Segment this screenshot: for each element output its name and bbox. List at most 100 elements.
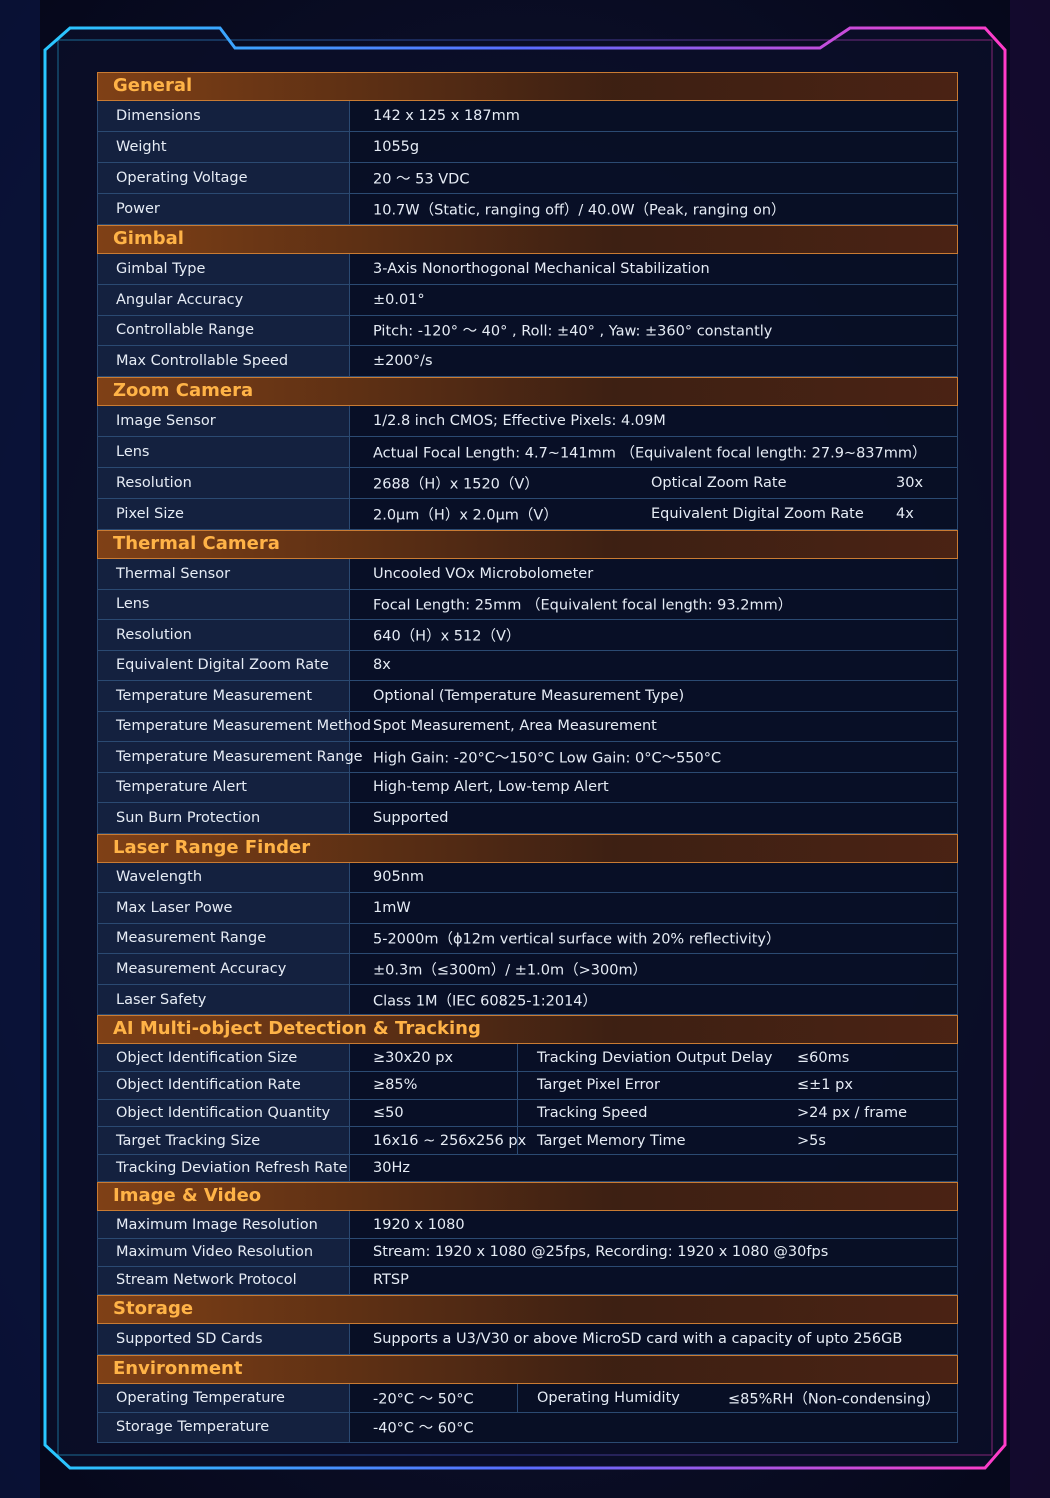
spec-value: 5-2000m（ϕ12m vertical surface with 20% r… [373,931,781,948]
spec-value: 3-Axis Nonorthogonal Mechanical Stabiliz… [373,260,710,277]
spec-value: ≤85%RH（Non-condensing） [728,1391,940,1408]
spec-value: Optional (Temperature Measurement Type) [373,687,685,704]
label-cell [98,437,350,467]
label-cell [98,101,350,131]
spec-value: ≤50 [373,1104,404,1121]
spec-value: -40°C ～ 60°C [373,1420,474,1437]
spec-label: Tracking Deviation Output Delay [537,1049,773,1066]
spec-label: Supported SD Cards [116,1330,263,1347]
spec-row: Storage Temperature -40°C ～ 60°C [97,1413,958,1443]
spec-label: Maximum Video Resolution [116,1244,314,1261]
spec-label: Tracking Deviation Refresh Rate [116,1160,348,1177]
spec-value: RTSP [373,1272,409,1289]
label-cell [98,1266,350,1294]
spec-label: Wavelength [116,869,203,886]
column-divider [517,1099,518,1127]
spec-value: 1055g [373,139,420,155]
spec-row: Operating Voltage 20 ～ 53 VDC [97,163,958,194]
spec-label: Max Controllable Speed [116,353,289,370]
spec-value: -20°C ～ 50°C [373,1391,474,1408]
spec-row: Lens Focal Length: 25mm （Equivalent focal… [97,589,958,620]
spec-label: Pixel Size [116,506,184,522]
spec-row: Resolution 2688（H）x 1520（V） Optical Zoom R… [97,468,958,499]
spec-value: 10.7W（Static, ranging off）/ 40.0W（Peak, … [373,202,786,219]
spec-value: Pitch: -120° ～ 40° , Roll: ±40° , Yaw: ±… [373,323,773,340]
spec-label: Temperature Measurement Method [116,718,371,735]
label-cell [98,1413,350,1442]
section-title: Storage [97,1294,958,1324]
spec-label: Thermal Sensor [116,565,231,582]
spec-label: Lens [116,444,150,460]
label-cell [98,1383,350,1412]
spec-value: 1920 x 1080 [373,1216,465,1233]
spec-row: Wavelength 905nm [97,862,958,894]
spec-value: Focal Length: 25mm （Equivalent focal len… [373,597,793,614]
spec-label: Dimensions [116,108,201,124]
spec-label: Resolution [116,626,192,643]
spec-row: Temperature Measurement Method Spot Measu… [97,711,958,742]
spec-row: Temperature Alert High-temp Alert, Low-te… [97,772,958,803]
spec-label: Weight [116,139,167,155]
spec-label: Target Memory Time [537,1132,686,1149]
label-cell [98,954,350,984]
spec-label: Resolution [116,475,192,491]
label-cell [98,1099,350,1127]
label-cell [98,194,350,224]
spec-label: Laser Safety [116,991,207,1008]
spec-row: Weight 1055g [97,132,958,163]
label-cell [98,1154,350,1182]
spec-label: Operating Humidity [537,1389,680,1406]
spec-value: 640（H）x 512（V） [373,628,521,645]
spec-row: Power 10.7W（Static, ranging off）/ 40.0W（P… [97,194,958,225]
label-cell [98,1127,350,1154]
spec-row: Measurement Range 5-2000m（ϕ12m vertical s… [97,923,958,955]
section-title: Environment [97,1354,958,1384]
spec-value: >24 px / frame [797,1104,908,1121]
spec-label: Measurement Range [116,930,267,947]
spec-label: Tracking Speed [537,1104,648,1121]
spec-label: Power [116,201,160,217]
column-divider [517,1383,518,1412]
spec-row: Operating Temperature -20°C ～ 50°C Operati… [97,1383,958,1413]
spec-value: 905nm [373,869,424,886]
spec-value: ≥85% [373,1077,418,1094]
label-cell [98,589,350,619]
spec-value: 2.0μm（H）x 2.0μm（V） [373,507,558,524]
spec-sheet: General Dimensions 142 x 125 x 187mm Weight… [97,72,958,1443]
spec-row: Measurement Accuracy ±0.3m（≤300m）/ ±1.0m（… [97,954,958,985]
spec-value: Supported [373,809,449,826]
spec-value: Actual Focal Length: 4.7~141mm （Equivale… [373,445,927,462]
spec-label: Object Identification Quantity [116,1104,331,1121]
label-cell [98,468,350,498]
spec-label: Sun Burn Protection [116,809,261,826]
spec-label: Stream Network Protocol [116,1272,297,1289]
spec-label: Temperature Measurement [116,687,313,704]
label-cell [98,1044,350,1072]
spec-row: Tracking Deviation Refresh Rate 30Hz [97,1154,958,1183]
label-cell [98,284,350,315]
spec-value: 16x16 ~ 256x256 px [373,1132,527,1149]
label-cell [98,254,350,284]
spec-value: >5s [797,1132,826,1149]
label-cell [98,1072,350,1099]
spec-row: Maximum Video Resolution Stream: 1920 x 1… [97,1239,958,1267]
spec-value: Stream: 1920 x 1080 @25fps, Recording: 1… [373,1244,829,1261]
spec-label: Object Identification Size [116,1049,298,1066]
spec-row: Temperature Measurement Optional (Tempera… [97,681,958,712]
label-cell [98,163,350,193]
label-cell [98,620,350,650]
spec-row: Controllable Range Pitch: -120° ～ 40° , R… [97,315,958,347]
label-cell [98,650,350,680]
column-divider [517,1127,518,1154]
spec-row: Laser Safety Class 1M（IEC 60825-1:2014） [97,984,958,1016]
spec-label: Maximum Image Resolution [116,1216,318,1233]
label-cell [98,893,350,923]
spec-row: Thermal Sensor Uncooled VOx Microbolomete… [97,559,958,590]
section-title: AI Multi-object Detection & Tracking [97,1015,958,1045]
spec-label: Image Sensor [116,413,216,429]
spec-row: Supported SD Cards Supports a U3/V30 or a… [97,1323,958,1355]
section-title: Gimbal [97,225,958,254]
spec-row: Sun Burn Protection Supported [97,803,958,834]
spec-label: Temperature Measurement Range [116,748,363,765]
spec-label: Optical Zoom Rate [651,475,787,491]
